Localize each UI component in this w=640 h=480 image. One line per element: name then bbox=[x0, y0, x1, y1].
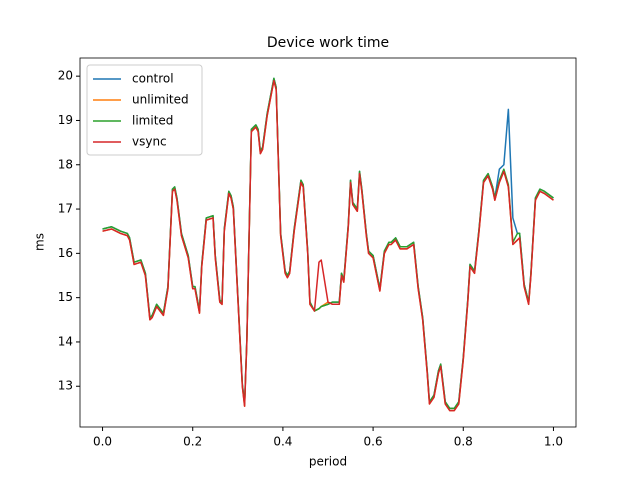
y-tick-label: 20 bbox=[58, 69, 73, 83]
y-tick-label: 13 bbox=[58, 379, 73, 393]
x-tick-label: 0.8 bbox=[454, 435, 473, 449]
legend-label: unlimited bbox=[132, 93, 189, 107]
y-tick-label: 18 bbox=[58, 157, 73, 171]
y-axis-label: ms bbox=[33, 233, 47, 251]
y-tick-label: 15 bbox=[58, 290, 73, 304]
legend-label: control bbox=[132, 72, 174, 86]
x-tick-label: 0.2 bbox=[183, 435, 202, 449]
legend-box bbox=[86, 64, 203, 156]
chart-title: Device work time bbox=[267, 35, 389, 51]
y-tick-label: 14 bbox=[58, 334, 73, 348]
legend-label: vsync bbox=[132, 135, 167, 149]
x-tick-label: 0.4 bbox=[273, 435, 292, 449]
x-tick-label: 0.0 bbox=[93, 435, 112, 449]
plot-frame bbox=[79, 57, 577, 428]
series-line bbox=[102, 79, 554, 412]
y-tick-label: 16 bbox=[58, 246, 73, 260]
x-tick-label: 0.6 bbox=[364, 435, 383, 449]
legend-label: limited bbox=[132, 114, 173, 128]
y-tick-label: 19 bbox=[58, 113, 73, 127]
x-axis-label: period bbox=[309, 455, 347, 469]
x-tick-label: 1.0 bbox=[544, 435, 563, 449]
y-tick-label: 17 bbox=[58, 202, 73, 216]
